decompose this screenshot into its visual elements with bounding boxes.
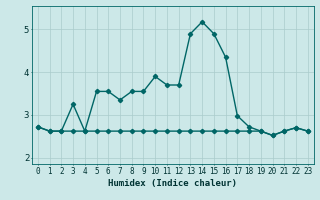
X-axis label: Humidex (Indice chaleur): Humidex (Indice chaleur) <box>108 179 237 188</box>
